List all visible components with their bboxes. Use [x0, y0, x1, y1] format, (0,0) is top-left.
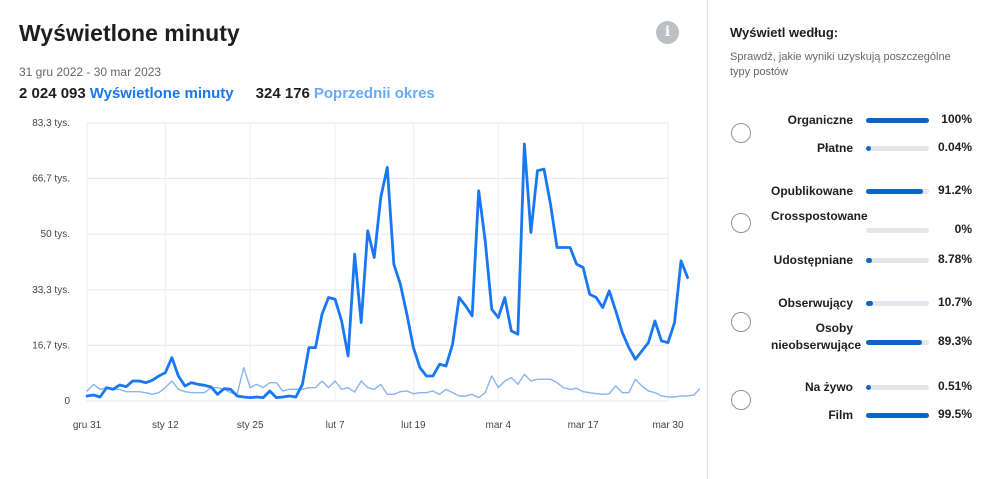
y-tick-label: 83,3 tys. [32, 118, 70, 129]
previous-series-label: Poprzednii okres [313, 85, 435, 102]
breakdown-bar-track [866, 413, 929, 418]
breakdown-bar-fill [866, 189, 924, 194]
x-tick-label: lut 19 [401, 420, 426, 431]
x-tick-label: mar 17 [568, 420, 600, 431]
breakdown-row-percent: 89.3% [937, 334, 972, 348]
info-icon[interactable]: i [656, 21, 679, 44]
breakdown-bar-track [866, 228, 929, 233]
breakdown-row-percent: 8.78% [937, 252, 972, 266]
breakdown-bar-track [866, 258, 929, 263]
y-tick-label: 33,3 tys. [32, 285, 70, 296]
breakdown-row-percent: 10.7% [937, 295, 972, 309]
breakdown-row-percent: 100% [941, 112, 972, 126]
breakdown-bar-track [866, 146, 929, 151]
breakdown-bar-track [866, 189, 929, 194]
breakdown-bar-fill [866, 146, 871, 151]
breakdown-panel: Wyświetl według: Sprawdź, jakie wyniki u… [707, 0, 984, 479]
breakdown-bar-track [866, 385, 929, 390]
breakdown-row-label: Na żywo [804, 380, 853, 394]
y-tick-label: 50 tys. [41, 229, 70, 240]
breakdown-bar-fill [866, 301, 873, 306]
group-radio[interactable] [731, 123, 751, 143]
breakdown-bar-fill [866, 340, 923, 345]
breakdown-row-percent: 0.04% [937, 140, 972, 154]
breakdown-row-percent: 0.51% [937, 379, 972, 393]
group-radio[interactable] [731, 213, 751, 233]
breakdown-row-label: Organiczne [787, 113, 853, 127]
breakdown-row-label: Udostępniane [773, 253, 853, 267]
y-tick-label: 66,7 tys. [32, 173, 70, 184]
page-title: Wyświetlone minuty [19, 20, 240, 46]
breakdown-bar-track [866, 301, 929, 306]
breakdown-row-label: Obserwujący [778, 296, 853, 310]
breakdown-bar-fill [866, 258, 872, 263]
breakdown-row-percent: 99.5% [937, 407, 972, 421]
previous-total: 324 176 [255, 85, 310, 102]
line-chart[interactable]: 0 16,7 tys. 33,3 tys. 50 tys. 66,7 tys. 83,3 … [0, 108, 700, 438]
breakdown-row-percent: 91.2% [937, 183, 972, 197]
current-total: 2 024 093 [19, 85, 86, 102]
breakdown-row-label: Płatne [816, 141, 853, 155]
breakdown-description: Sprawdź, jakie wyniki uzyskują poszczegó… [730, 51, 951, 78]
y-tick-label: 16,7 tys. [32, 340, 70, 351]
breakdown-bar-fill [866, 413, 929, 418]
current-series-line [85, 142, 689, 400]
breakdown-bar-track [866, 340, 929, 345]
breakdown-bar-track [866, 118, 929, 123]
x-tick-label: lut 7 [326, 420, 345, 431]
x-tick-label: mar 30 [652, 420, 684, 431]
current-series-label: Wyświetlone minuty [89, 85, 234, 102]
breakdown-row-percent: 0% [954, 222, 972, 236]
date-range: 31 gru 2022 - 30 mar 2023 [19, 65, 162, 79]
breakdown-bar-fill [866, 118, 929, 123]
group-radio[interactable] [731, 312, 751, 332]
previous-series-line [86, 366, 700, 399]
totals-summary: 2 024 093 Wyświetlone minuty 324 176 Poprze… [19, 85, 435, 102]
x-tick-label: sty 12 [152, 420, 179, 431]
breakdown-row-label: Osoby nieobserwujące [771, 321, 862, 352]
x-tick-label: gru 31 [73, 420, 102, 431]
x-tick-label: sty 25 [237, 420, 264, 431]
x-tick-label: mar 4 [485, 420, 511, 431]
breakdown-row-label: Film [828, 408, 853, 422]
breakdown-bar-fill [866, 385, 871, 390]
y-tick-label: 0 [64, 396, 70, 407]
breakdown-row-label: Crosspostowane [771, 209, 868, 223]
breakdown-title: Wyświetl według: [730, 25, 839, 40]
chart-panel: Wyświetlone minuty i 31 gru 2022 - 30 ma… [0, 20, 700, 438]
breakdown-row-label: Opublikowane [770, 184, 853, 198]
group-radio[interactable] [731, 390, 751, 410]
